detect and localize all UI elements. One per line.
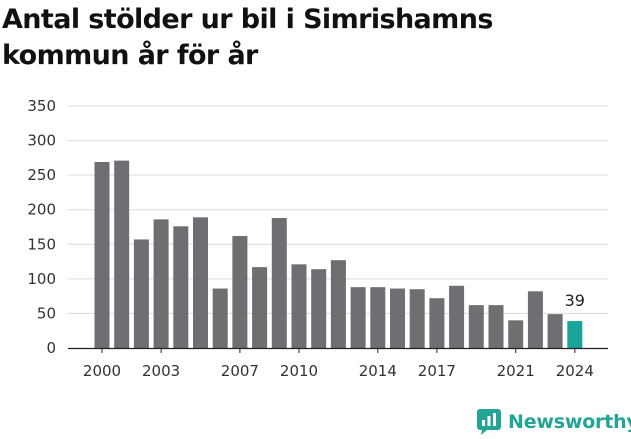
y-tick-label: 300 — [27, 132, 56, 150]
bar-2007 — [232, 235, 248, 348]
y-tick-label: 0 — [46, 339, 56, 357]
data-label-2024: 39 — [565, 291, 585, 310]
bar-2012 — [330, 260, 346, 348]
y-tick-label: 250 — [27, 166, 56, 184]
bar-2004 — [173, 226, 189, 348]
x-tick-label: 2003 — [142, 362, 180, 380]
bar-2023 — [547, 314, 563, 348]
bar-2014 — [370, 287, 386, 348]
x-tick-label: 2010 — [280, 362, 318, 380]
y-tick-label: 100 — [27, 270, 56, 288]
bar-2013 — [350, 287, 366, 348]
x-tick-label: 2021 — [497, 362, 535, 380]
bar-2009 — [271, 218, 287, 348]
y-tick-label: 50 — [37, 304, 56, 322]
x-tick-label: 2000 — [83, 362, 121, 380]
bar-2020 — [488, 305, 504, 348]
y-tick-label: 200 — [27, 201, 56, 219]
x-axis: 2000 2003 2007 2010 2014 2017 2021 2024 — [68, 347, 608, 380]
bar-2002 — [133, 239, 149, 348]
bar-2006 — [212, 288, 228, 348]
x-tick-label: 2007 — [221, 362, 259, 380]
bar-2001 — [114, 160, 130, 348]
bar-2016 — [409, 289, 425, 348]
bar-2003 — [153, 219, 169, 348]
data-labels: 39 — [565, 291, 585, 310]
newsworthy-logo[interactable]: Newsworthy — [476, 407, 631, 437]
bar-2011 — [311, 269, 327, 348]
bar-2010 — [291, 264, 307, 348]
x-tick-label: 2017 — [418, 362, 456, 380]
bar-2022 — [527, 291, 543, 348]
chart-title: Antal stölder ur bil i Simrishamns kommu… — [2, 4, 493, 71]
bar-2019 — [468, 305, 484, 348]
bar-2021 — [508, 320, 524, 348]
bar-2024 — [567, 321, 583, 348]
bar-2008 — [252, 267, 268, 348]
bar-2005 — [193, 217, 208, 348]
y-tick-label: 350 — [27, 97, 56, 115]
bar-2015 — [390, 288, 405, 348]
bar-2000 — [94, 162, 110, 348]
bar-2018 — [449, 285, 465, 348]
x-tick-label: 2024 — [556, 362, 594, 380]
y-axis: 0 50 100 150 200 250 300 350 — [27, 97, 56, 357]
x-tick-label: 2014 — [359, 362, 397, 380]
brand-name: Newsworthy — [508, 411, 631, 433]
bar-2017 — [429, 298, 445, 348]
y-tick-label: 150 — [27, 235, 56, 253]
newsworthy-chart-icon — [477, 409, 501, 435]
bars — [94, 160, 583, 348]
